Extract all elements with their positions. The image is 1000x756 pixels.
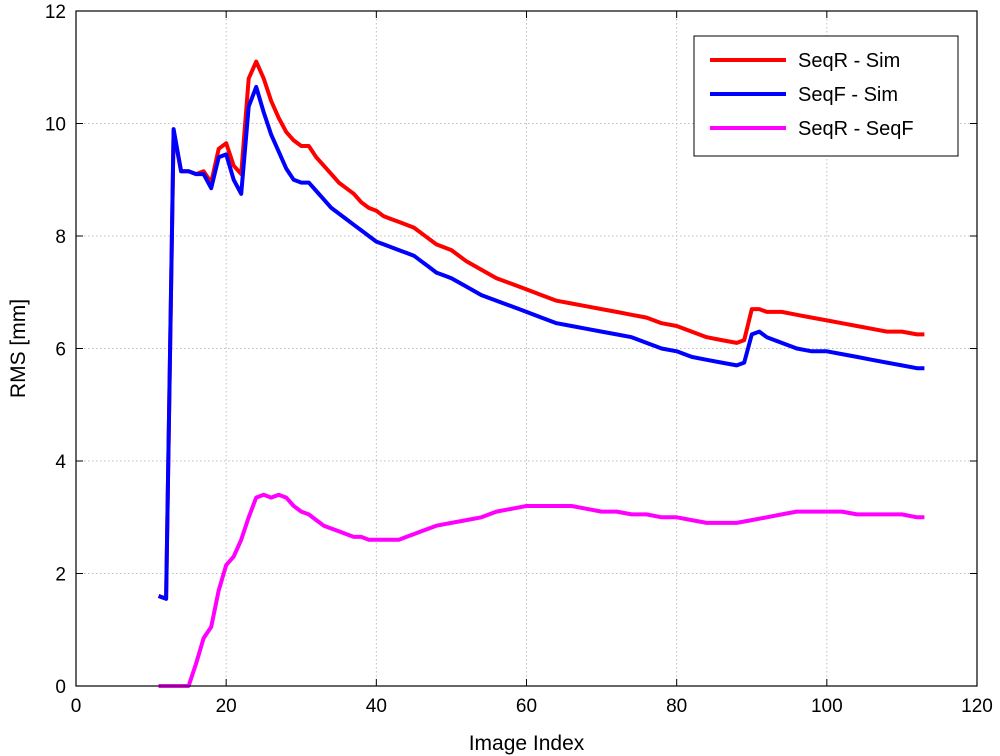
x-tick-label: 120 [961,696,993,717]
series-line-1 [157,59,925,601]
series-lines [157,59,925,688]
series-line-2 [157,84,925,601]
axis-ticks: 0 20 40 60 80 100 120 0 2 4 6 8 10 12 [45,2,993,717]
y-axis-label: RMS [mm] [7,299,30,398]
y-tick-label: 4 [55,452,66,473]
x-tick-label: 80 [666,696,687,717]
legend-label: SeqR - Sim [798,50,900,72]
series-line-3 [158,492,925,688]
legend: SeqR - Sim SeqF - Sim SeqR - SeqF [693,35,959,157]
y-tick-label: 6 [55,340,66,361]
x-tick-label: 20 [216,696,237,717]
legend-label: SeqF - Sim [798,84,898,106]
y-tick-label: 2 [55,565,66,586]
legend-label: SeqR - SeqF [798,118,914,140]
x-tick-label: 40 [366,696,387,717]
x-axis-label: Image Index [469,732,585,755]
y-tick-label: 10 [45,115,66,136]
x-tick-label: 100 [811,696,843,717]
y-tick-label: 8 [55,227,66,248]
x-tick-label: 60 [516,696,537,717]
y-tick-label: 12 [45,2,66,23]
y-tick-label: 0 [55,677,66,698]
x-tick-label: 0 [71,696,82,717]
